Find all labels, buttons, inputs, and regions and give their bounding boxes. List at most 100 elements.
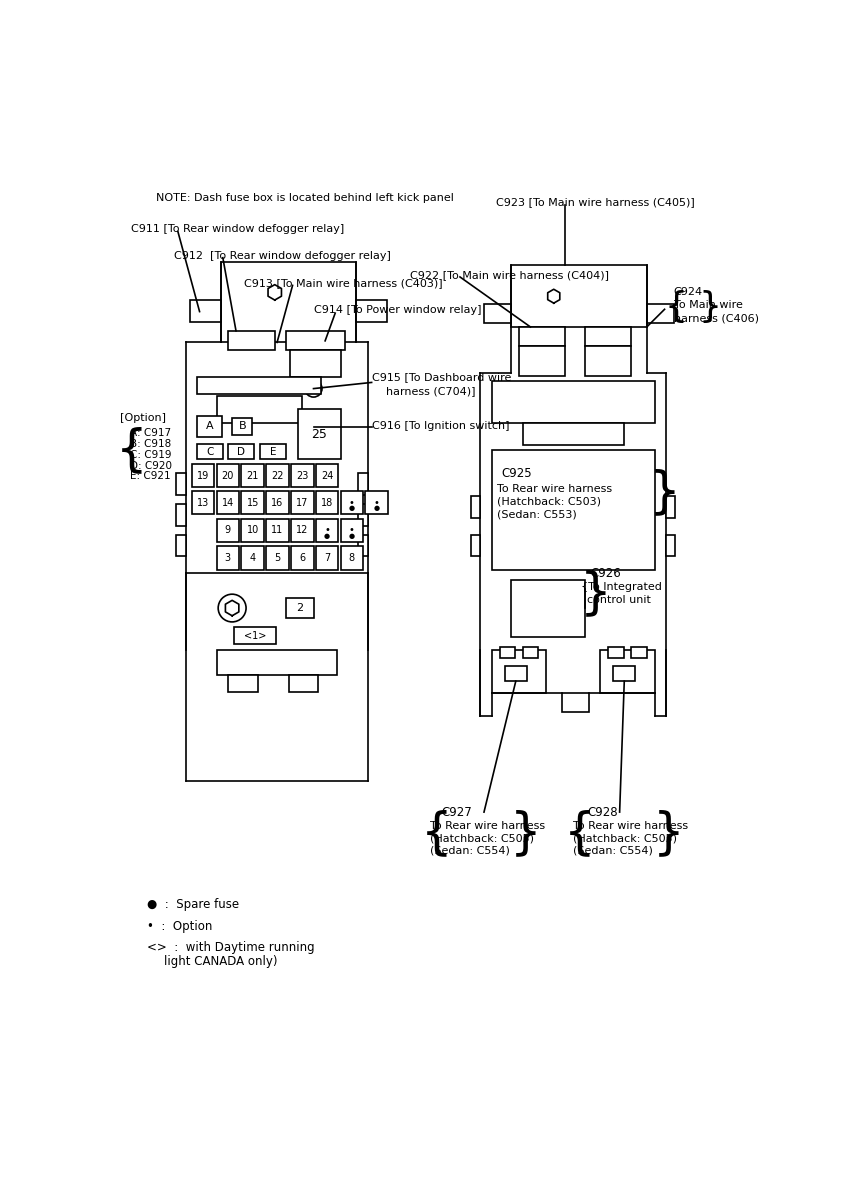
Text: To Rear wire harness: To Rear wire harness xyxy=(573,821,689,831)
Bar xyxy=(228,444,253,460)
Bar xyxy=(286,598,313,619)
Text: 18: 18 xyxy=(321,498,333,507)
Text: 12: 12 xyxy=(296,525,309,536)
Bar xyxy=(289,675,318,692)
Text: 19: 19 xyxy=(197,470,209,481)
Bar xyxy=(266,519,289,542)
Bar xyxy=(228,331,275,350)
Bar xyxy=(613,666,635,681)
Bar xyxy=(522,423,624,444)
Text: light CANADA only): light CANADA only) xyxy=(164,955,278,968)
Text: }: } xyxy=(649,468,681,517)
Bar xyxy=(666,534,676,557)
Text: }: } xyxy=(509,809,541,858)
Bar xyxy=(216,546,239,570)
Bar xyxy=(519,346,566,376)
Text: 22: 22 xyxy=(272,470,284,481)
Bar xyxy=(216,491,239,514)
Bar xyxy=(585,346,631,376)
Bar xyxy=(341,519,363,542)
Text: (Sedan: C554): (Sedan: C554) xyxy=(573,846,653,856)
Bar xyxy=(356,300,388,321)
Bar xyxy=(358,473,368,495)
Bar xyxy=(505,666,527,681)
Text: To Main wire: To Main wire xyxy=(674,301,743,310)
Bar xyxy=(358,504,368,526)
Text: C: C xyxy=(207,447,215,456)
Bar xyxy=(291,350,341,377)
Bar xyxy=(365,491,388,514)
Bar xyxy=(561,693,588,712)
Bar xyxy=(511,265,647,327)
Bar xyxy=(241,491,264,514)
Text: C927: C927 xyxy=(441,806,472,819)
Text: ●  :  Spare fuse: ● : Spare fuse xyxy=(147,898,239,911)
Bar xyxy=(316,491,338,514)
Text: C911 [To Rear window defogger relay]: C911 [To Rear window defogger relay] xyxy=(131,224,344,235)
Bar xyxy=(192,465,215,487)
Text: 6: 6 xyxy=(299,553,305,563)
Text: {: { xyxy=(116,427,148,474)
Text: 11: 11 xyxy=(272,525,284,536)
Bar xyxy=(241,546,264,570)
Text: (Sedan: C553): (Sedan: C553) xyxy=(497,510,577,519)
Bar xyxy=(631,647,647,658)
Text: D: D xyxy=(237,447,246,456)
Bar xyxy=(260,444,285,460)
Text: 2: 2 xyxy=(296,603,303,613)
Text: {: { xyxy=(420,809,452,858)
Bar xyxy=(197,416,222,437)
Bar xyxy=(216,519,239,542)
Bar xyxy=(291,491,313,514)
Bar xyxy=(189,300,221,321)
Bar xyxy=(176,473,186,495)
Bar xyxy=(491,380,655,423)
Text: 20: 20 xyxy=(221,470,234,481)
Text: •: • xyxy=(324,525,330,536)
Bar xyxy=(176,534,186,557)
Bar xyxy=(666,497,676,518)
Text: B: B xyxy=(239,422,246,431)
Text: (Sedan: C554): (Sedan: C554) xyxy=(430,846,509,856)
Bar xyxy=(608,647,624,658)
Text: C922 [To Main wire harness (C404)]: C922 [To Main wire harness (C404)] xyxy=(410,270,609,280)
Text: C913 [To Main wire harness (C403)]: C913 [To Main wire harness (C403)] xyxy=(244,278,442,288)
Bar xyxy=(491,651,546,693)
Bar xyxy=(484,303,511,324)
Circle shape xyxy=(305,380,322,397)
Bar xyxy=(266,465,289,487)
Bar xyxy=(216,396,302,423)
Text: 17: 17 xyxy=(296,498,309,507)
Bar xyxy=(491,450,655,570)
Bar xyxy=(266,491,289,514)
Bar xyxy=(471,534,480,557)
Text: 24: 24 xyxy=(321,470,333,481)
Text: C925: C925 xyxy=(502,467,533,480)
Text: ●: ● xyxy=(349,505,355,511)
Text: C915 [To Dashboard wire: C915 [To Dashboard wire xyxy=(372,372,511,382)
Bar xyxy=(228,675,258,692)
Text: 25: 25 xyxy=(311,428,327,441)
Text: D: C920: D: C920 xyxy=(130,461,172,470)
Bar xyxy=(232,418,252,435)
Text: {To Integrated: {To Integrated xyxy=(581,582,662,592)
Text: To Rear wire harness: To Rear wire harness xyxy=(430,821,545,831)
Bar xyxy=(234,627,276,645)
Bar xyxy=(647,303,674,324)
Bar xyxy=(316,465,338,487)
Text: C: C919: C: C919 xyxy=(130,450,171,460)
Text: C923 [To Main wire harness (C405)]: C923 [To Main wire harness (C405)] xyxy=(496,197,695,207)
Text: <1>: <1> xyxy=(244,630,266,641)
Bar xyxy=(197,444,223,460)
Circle shape xyxy=(218,594,246,622)
Text: A: A xyxy=(206,422,214,431)
Bar xyxy=(266,546,289,570)
Text: harness (C704)]: harness (C704)] xyxy=(386,386,475,396)
Text: 3: 3 xyxy=(225,553,231,563)
Bar xyxy=(241,465,264,487)
Text: To Rear wire harness: To Rear wire harness xyxy=(497,485,612,494)
Text: 4: 4 xyxy=(250,553,256,563)
Bar xyxy=(286,331,344,350)
Text: (Hatchback: C505): (Hatchback: C505) xyxy=(430,833,534,844)
Text: {: { xyxy=(664,290,688,324)
